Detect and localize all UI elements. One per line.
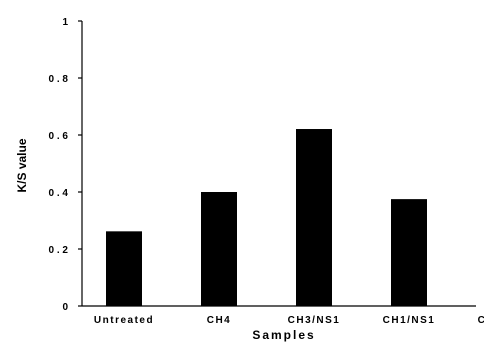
y-tick-label: 0 . 4 [49,188,69,199]
x-axis-title: Samples [252,328,315,342]
x-axis-tick-labels: Untreated CH4 CH3/NS1 CH1/NS1 CH1/NS3 [94,315,484,326]
x-tick-label: CH4 [207,315,232,326]
y-tick-label: 1 [62,17,68,28]
bar-ch4 [201,192,237,306]
bars [106,129,484,306]
bar-untreated [106,231,142,306]
x-tick-label: CH3/NS1 [288,315,341,326]
y-tick-label: 0 . 6 [49,131,69,142]
bar-ch1-ns1 [391,199,427,306]
y-tick-label: 0 [62,302,68,313]
x-tick-label: Untreated [94,315,154,326]
y-tick-label: 0 . 2 [49,245,69,256]
y-axis-ticks: 0 0 . 2 0 . 4 0 . 6 0 . 8 1 [49,17,82,313]
x-tick-label: CH1/NS1 [383,315,436,326]
y-tick-label: 0 . 8 [49,74,69,85]
y-axis-title: K/S value [15,138,29,192]
bar-ch3-ns1 [296,129,332,306]
x-tick-label: CH1/NS3 [478,315,484,326]
